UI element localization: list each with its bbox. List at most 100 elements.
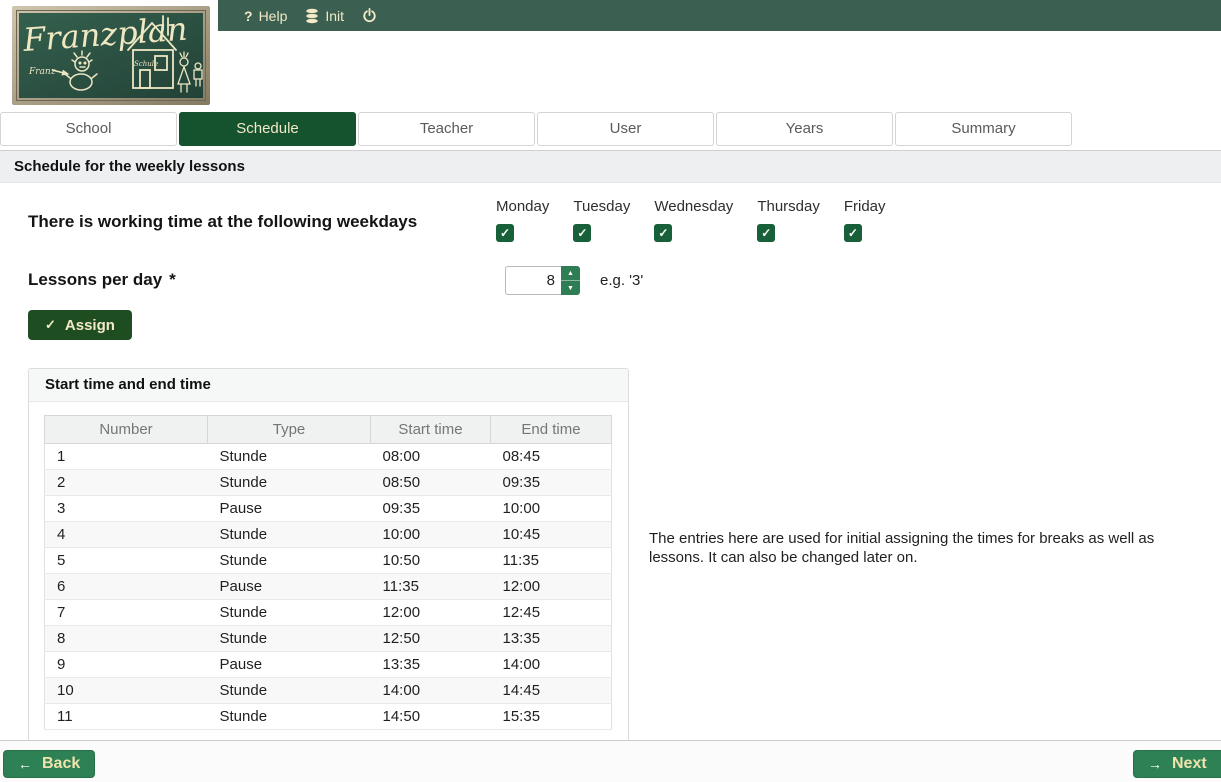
cell-type: Stunde — [207, 703, 371, 730]
table-row: 11 Stunde 14:50 15:35 — [44, 703, 612, 730]
weekday-thursday: Thursday ✓ — [757, 198, 820, 242]
table-row: 5 Stunde 10:50 11:35 — [44, 547, 612, 574]
cell-start: 08:00 — [370, 443, 491, 470]
table-row: 4 Stunde 10:00 10:45 — [44, 521, 612, 548]
cell-end: 14:00 — [490, 651, 612, 678]
column-header-end-time: End time — [490, 415, 612, 444]
init-label: Init — [325, 7, 345, 24]
weekday-monday: Monday ✓ — [496, 198, 549, 242]
table-row: 10 Stunde 14:00 14:45 — [44, 677, 612, 704]
table-row: 6 Pause 11:35 12:00 — [44, 573, 612, 600]
left-arrow-icon: ← — [18, 756, 32, 772]
question-mark-icon: ? — [244, 7, 253, 24]
down-arrow-icon: ▼ — [567, 284, 574, 292]
cell-type: Stunde — [207, 547, 371, 574]
working-time-label: There is working time at the following w… — [28, 212, 418, 231]
spin-down-button[interactable]: ▼ — [561, 281, 580, 295]
cell-number: 6 — [44, 573, 208, 600]
cell-start: 11:35 — [370, 573, 491, 600]
cell-type: Stunde — [207, 625, 371, 652]
cell-number: 5 — [44, 547, 208, 574]
cell-start: 12:00 — [370, 599, 491, 626]
help-button[interactable]: ? Help — [244, 8, 287, 24]
cell-number: 1 — [44, 443, 208, 470]
cell-end: 14:45 — [490, 677, 612, 704]
cell-start: 13:35 — [370, 651, 491, 678]
cell-number: 8 — [44, 625, 208, 652]
lessons-per-day-input[interactable] — [505, 266, 561, 295]
cell-end: 10:00 — [490, 495, 612, 522]
cell-type: Stunde — [207, 469, 371, 496]
right-arrow-icon: → — [1148, 756, 1162, 772]
weekday-checkbox-group: Monday ✓ Tuesday ✓ Wednesday ✓ Thursday ✓ Friday… — [496, 198, 886, 242]
cell-start: 10:00 — [370, 521, 491, 548]
cell-end: 11:35 — [490, 547, 612, 574]
power-button[interactable] — [362, 8, 377, 23]
lessons-per-day-text: Lessons per day — [28, 270, 163, 289]
tab-schedule[interactable]: Schedule — [179, 112, 356, 146]
weekday-wednesday: Wednesday ✓ — [654, 198, 733, 242]
tab-teacher[interactable]: Teacher — [358, 112, 535, 146]
tab-school[interactable]: School — [0, 112, 177, 146]
table-row: 8 Stunde 12:50 13:35 — [44, 625, 612, 652]
cell-type: Stunde — [207, 599, 371, 626]
times-table: Number Type Start time End time 1 Stunde 08:0… — [44, 415, 612, 730]
cell-end: 12:00 — [490, 573, 612, 600]
weekday-checkbox-thursday[interactable]: ✓ — [757, 224, 776, 242]
tab-summary[interactable]: Summary — [895, 112, 1072, 146]
power-icon — [362, 8, 377, 23]
required-asterisk: * — [169, 270, 176, 289]
weekday-tuesday: Tuesday ✓ — [573, 198, 630, 242]
table-row: 3 Pause 09:35 10:00 — [44, 495, 612, 522]
footer-bar: ← Back → Next — [0, 740, 1221, 782]
cell-number: 11 — [44, 703, 208, 730]
up-arrow-icon: ▲ — [567, 269, 574, 277]
back-button-label: Back — [42, 755, 81, 772]
cell-end: 08:45 — [490, 443, 612, 470]
assign-button[interactable]: ✓ Assign — [28, 310, 132, 340]
cell-type: Pause — [207, 495, 371, 522]
table-row: 2 Stunde 08:50 09:35 — [44, 469, 612, 496]
info-text: The entries here are used for initial as… — [649, 530, 1155, 566]
cell-end: 12:45 — [490, 599, 612, 626]
weekday-label: Friday — [843, 198, 886, 215]
cell-start: 14:50 — [370, 703, 491, 730]
database-icon — [305, 7, 319, 24]
logo-franz-figure — [64, 50, 98, 91]
next-button[interactable]: → Next — [1133, 750, 1221, 778]
tab-bar: School Schedule Teacher User Years Summary — [0, 112, 1072, 146]
weekday-checkbox-friday[interactable]: ✓ — [843, 224, 862, 242]
cell-type: Pause — [207, 651, 371, 678]
times-panel-body: Number Type Start time End time 1 Stunde 08:0… — [29, 402, 628, 745]
weekday-checkbox-tuesday[interactable]: ✓ — [573, 224, 592, 242]
cell-number: 2 — [44, 469, 208, 496]
spin-up-button[interactable]: ▲ — [561, 266, 580, 281]
init-button[interactable]: Init — [305, 8, 344, 24]
cell-type: Stunde — [207, 443, 371, 470]
cell-number: 3 — [44, 495, 208, 522]
assign-button-label: Assign — [64, 316, 115, 334]
cell-type: Pause — [207, 573, 371, 600]
cell-start: 14:00 — [370, 677, 491, 704]
spinner-buttons: ▲ ▼ — [561, 266, 580, 295]
cell-type: Stunde — [207, 521, 371, 548]
times-panel-title: Start time and end time — [29, 369, 628, 402]
tab-years[interactable]: Years — [716, 112, 893, 146]
table-row: 7 Stunde 12:00 12:45 — [44, 599, 612, 626]
logo-house-drawing — [127, 15, 177, 89]
table-row: 9 Pause 13:35 14:00 — [44, 651, 612, 678]
logo-schule-label: Schule — [134, 60, 158, 68]
column-header-type: Type — [207, 415, 371, 444]
section-title-bar: Schedule for the weekly lessons — [0, 150, 1221, 183]
tab-user[interactable]: User — [537, 112, 714, 146]
back-button[interactable]: ← Back — [3, 750, 96, 778]
weekday-label: Wednesday — [654, 198, 734, 215]
cell-end: 15:35 — [490, 703, 612, 730]
weekday-label: Monday — [496, 198, 550, 215]
weekday-checkbox-monday[interactable]: ✓ — [496, 224, 514, 242]
cell-start: 10:50 — [370, 547, 491, 574]
cell-number: 10 — [44, 677, 208, 704]
cell-start: 08:50 — [370, 469, 491, 496]
page-title: Schedule for the weekly lessons — [14, 158, 245, 175]
weekday-checkbox-wednesday[interactable]: ✓ — [654, 224, 673, 242]
